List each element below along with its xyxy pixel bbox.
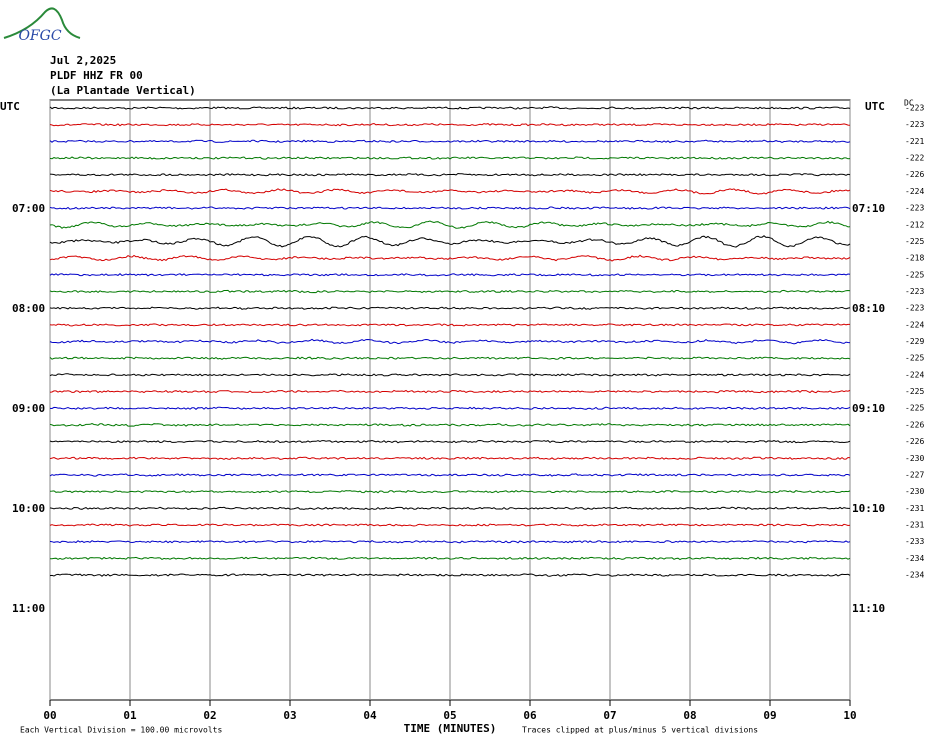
trace	[49, 106, 851, 110]
dc-value: -226	[905, 420, 924, 429]
dc-value: -218	[905, 254, 924, 263]
dc-value: -231	[905, 504, 924, 513]
trace	[49, 473, 851, 477]
trace	[49, 423, 851, 427]
x-tick-label: 00	[43, 709, 56, 722]
left-time-label: 09:00	[12, 402, 45, 415]
dc-value: -225	[905, 237, 924, 246]
location: (La Plantade Vertical)	[50, 84, 196, 97]
x-tick-label: 02	[203, 709, 216, 722]
trace	[49, 235, 851, 248]
trace	[49, 122, 851, 127]
trace	[49, 539, 851, 544]
trace	[49, 220, 851, 229]
trace	[49, 389, 851, 394]
dc-value: -230	[905, 454, 924, 463]
trace	[49, 490, 851, 494]
trace	[49, 356, 851, 360]
trace	[49, 273, 851, 277]
right-time-label: 07:10	[852, 202, 885, 215]
left-time-label: 10:00	[12, 502, 45, 515]
dc-value: -223	[905, 120, 924, 129]
trace	[49, 206, 851, 210]
dc-value: -224	[905, 370, 924, 379]
dc-value: -226	[905, 437, 924, 446]
dc-value: -225	[905, 354, 924, 363]
dc-value: -225	[905, 270, 924, 279]
dc-value: -230	[905, 487, 924, 496]
dc-value: -225	[905, 387, 924, 396]
dc-value: -227	[905, 470, 924, 479]
trace	[49, 523, 851, 527]
trace	[49, 289, 851, 294]
dc-value: -224	[905, 320, 924, 329]
dc-value: -231	[905, 521, 924, 530]
x-tick-label: 07	[603, 709, 616, 722]
trace	[49, 338, 851, 345]
trace	[49, 188, 851, 195]
trace	[49, 506, 850, 510]
dc-value: -224	[905, 187, 924, 196]
x-tick-label: 06	[523, 709, 537, 722]
trace	[49, 323, 850, 327]
left-time-label: 11:00	[12, 602, 45, 615]
trace	[49, 456, 851, 460]
dc-value: -222	[905, 154, 924, 163]
x-tick-label: 09	[763, 709, 776, 722]
dc-value: -223	[905, 204, 924, 213]
trace	[49, 172, 851, 177]
left-time-label: 07:00	[12, 202, 45, 215]
clip-note: Traces clipped at plus/minus 5 vertical …	[522, 726, 758, 735]
x-tick-label: 04	[363, 709, 377, 722]
dc-value: -223	[905, 287, 924, 296]
trace	[49, 573, 851, 577]
trace	[49, 156, 851, 160]
dc-value: -212	[905, 220, 924, 229]
dc-value: -234	[905, 571, 924, 580]
station: PLDF HHZ FR 00	[50, 69, 143, 82]
dc-value: -229	[905, 337, 924, 346]
right-time-label: UTC	[865, 100, 885, 113]
x-tick-label: 10	[843, 709, 856, 722]
trace	[49, 254, 851, 262]
right-time-label: 11:10	[852, 602, 885, 615]
trace	[49, 139, 851, 144]
trace	[49, 306, 851, 310]
scale-note: Each Vertical Division = 100.00 microvol…	[20, 726, 222, 735]
dc-value: -234	[905, 554, 924, 563]
trace	[49, 406, 851, 410]
right-time-label: 08:10	[852, 302, 885, 315]
x-tick-label: 05	[443, 709, 456, 722]
dc-value: -226	[905, 170, 924, 179]
logo-swoosh	[3, 7, 81, 39]
dc-value: -225	[905, 404, 924, 413]
dc-value: -221	[905, 137, 924, 146]
trace	[49, 373, 851, 377]
dc-value: -223	[905, 104, 924, 113]
date: Jul 2,2025	[50, 54, 116, 67]
right-time-label: 10:10	[852, 502, 885, 515]
right-time-label: 09:10	[852, 402, 885, 415]
x-tick-label: 01	[123, 709, 137, 722]
x-tick-label: 03	[283, 709, 296, 722]
trace	[49, 439, 851, 444]
logo: OFGC	[18, 28, 61, 44]
dc-label: DC	[904, 99, 914, 108]
left-time-label: 08:00	[12, 302, 45, 315]
trace	[50, 556, 851, 561]
dc-value: -233	[905, 537, 924, 546]
dc-value: -223	[905, 304, 924, 313]
x-tick-label: 08	[683, 709, 696, 722]
x-axis-title: TIME (MINUTES)	[404, 722, 497, 735]
left-time-label: UTC	[0, 100, 20, 113]
